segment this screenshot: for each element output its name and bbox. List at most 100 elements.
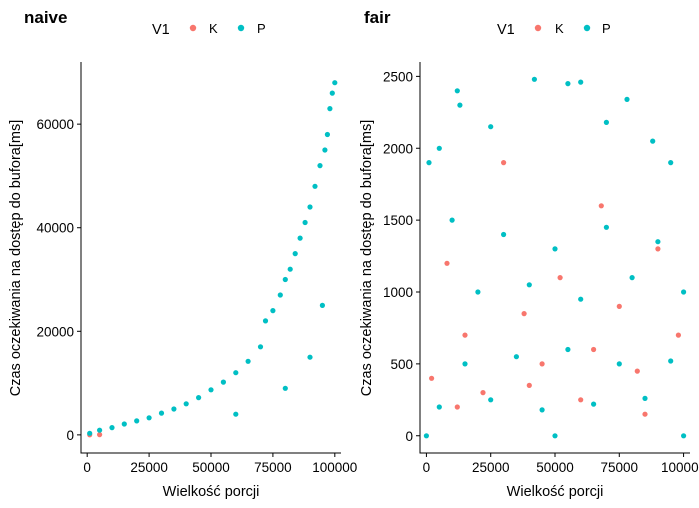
point-p-21 (297, 235, 303, 241)
point-p-24 (312, 183, 318, 189)
point-p-32 (423, 433, 429, 439)
point-p-18 (526, 282, 532, 288)
point-p-5 (146, 415, 152, 421)
axes-naive (80, 62, 341, 454)
points-fair (423, 76, 687, 439)
y-tick-label-naive-1: 20000 (36, 324, 74, 339)
point-p-23 (307, 204, 313, 210)
point-p-2 (454, 88, 460, 94)
point-p-14 (552, 246, 558, 252)
axes-fair (419, 62, 690, 454)
point-p-7 (578, 79, 584, 85)
x-tick-label-fair-2: 50000 (536, 460, 574, 475)
x-tick-label-fair-4: 100000 (661, 460, 699, 475)
y-tick-label-fair-4: 2000 (383, 141, 413, 156)
point-k-6 (539, 361, 545, 367)
point-p-3 (121, 421, 127, 427)
x-tick-label-fair-3: 75000 (601, 460, 639, 475)
x-tick-label-naive-3: 75000 (254, 460, 292, 475)
points-naive (87, 80, 338, 438)
point-p-12 (449, 217, 455, 223)
point-p-31 (642, 395, 648, 401)
point-p-30 (591, 401, 597, 407)
point-p-22 (302, 219, 308, 226)
point-p-4 (488, 124, 494, 130)
point-p-3 (457, 102, 463, 108)
point-k-0 (429, 375, 435, 381)
point-p-11 (668, 160, 674, 166)
point-p-18 (282, 276, 288, 283)
x-tick-label-naive-4: 100000 (312, 460, 357, 475)
point-p-10 (208, 387, 214, 393)
point-p-34 (319, 302, 325, 308)
panel-naive: naive V1 K P 0 25000 50000 75000 100000 0 200… (8, 8, 357, 500)
point-p-30 (332, 80, 338, 86)
point-p-25 (616, 361, 622, 367)
x-axis-label-fair: Wielkość porcji (507, 484, 604, 500)
x-ticks-naive: 0 25000 50000 75000 100000 (83, 453, 357, 475)
x-axis-label-naive: Wielkość porcji (163, 484, 260, 500)
point-p-21 (681, 289, 687, 295)
point-p-28 (327, 106, 333, 112)
x-tick-label-naive-0: 0 (83, 460, 91, 475)
point-p-32 (282, 385, 288, 391)
point-p-6 (158, 410, 165, 416)
point-p-23 (513, 354, 520, 360)
point-p-22 (462, 361, 468, 367)
legend-label-p-fair: P (602, 21, 611, 36)
panel-fair: fair V1 K P 0 25000 50000 75000 100000 0 500 1… (359, 8, 699, 500)
x-tick-label-fair-1: 25000 (472, 460, 510, 475)
point-p-19 (287, 266, 293, 272)
point-p-26 (668, 358, 674, 364)
point-p-7 (171, 406, 177, 412)
point-p-2 (109, 425, 115, 431)
y-tick-label-naive-2: 40000 (36, 221, 74, 236)
point-p-8 (183, 401, 189, 407)
point-k-7 (557, 275, 563, 281)
legend-label-k-fair: K (555, 21, 564, 36)
y-ticks-fair: 0 500 1000 1500 2000 2500 (383, 69, 420, 444)
x-tick-label-naive-1: 25000 (130, 460, 168, 475)
panel-title-fair: fair (364, 8, 391, 27)
legend-title-naive: V1 (152, 22, 170, 38)
y-axis-label-naive: Czas oczekiwania na dostęp do bufora[ms] (8, 120, 24, 396)
point-p-17 (277, 292, 283, 298)
point-k-16 (591, 346, 597, 353)
point-p-6 (565, 81, 571, 87)
point-p-31 (233, 411, 239, 417)
point-p-1 (97, 427, 103, 433)
legend-key-k-fair (534, 24, 542, 32)
point-p-34 (681, 433, 687, 439)
point-p-0 (87, 430, 93, 436)
point-p-12 (233, 370, 239, 376)
legend-key-p-fair (583, 24, 591, 32)
point-p-10 (650, 138, 656, 144)
legend-title-fair: V1 (497, 22, 515, 38)
legend-label-k-naive: K (209, 21, 218, 36)
point-k-14 (454, 404, 460, 410)
point-p-15 (262, 318, 269, 324)
point-k-10 (616, 303, 622, 309)
point-k-3 (480, 390, 486, 396)
point-p-9 (196, 395, 202, 401)
point-p-33 (307, 354, 313, 360)
point-k-15 (526, 382, 532, 388)
panel-title-naive: naive (24, 8, 67, 27)
legend-key-p-naive (237, 24, 245, 32)
point-p-17 (475, 289, 481, 295)
point-p-25 (317, 163, 323, 169)
y-tick-label-fair-1: 500 (390, 357, 413, 372)
point-k-11 (634, 368, 640, 374)
y-axis-label-fair: Czas oczekiwania na dostęp do bufora[ms] (359, 120, 375, 396)
point-k-4 (501, 160, 507, 166)
y-tick-label-naive-0: 0 (66, 428, 74, 443)
point-p-27 (436, 404, 442, 410)
point-k-9 (598, 203, 604, 209)
point-k-8 (578, 397, 584, 403)
x-tick-label-naive-2: 50000 (192, 460, 230, 475)
point-p-4 (134, 418, 140, 424)
y-tick-label-fair-3: 1500 (383, 213, 413, 228)
point-p-13 (245, 358, 251, 364)
legend-fair: V1 K P (497, 21, 611, 38)
point-p-24 (565, 346, 571, 353)
